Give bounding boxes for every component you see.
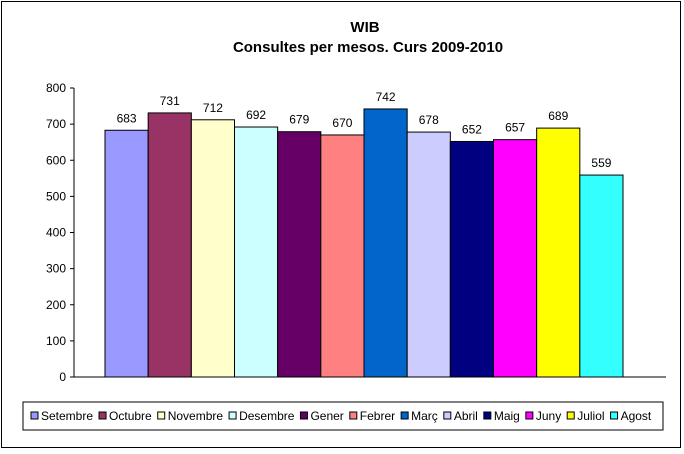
legend-box xyxy=(22,401,664,431)
bar-value-label: 657 xyxy=(505,121,525,135)
bar-value-label: 742 xyxy=(376,90,396,104)
y-tick-label: 300 xyxy=(46,262,66,276)
bar-value-label: 683 xyxy=(117,111,137,125)
legend-swatch xyxy=(400,411,409,420)
legend-label: Març xyxy=(411,409,438,423)
bar xyxy=(536,127,581,378)
legend-swatch xyxy=(566,411,575,420)
legend-label: Gener xyxy=(310,409,343,423)
data-labels: 683 731 712 692 679 670 742 678 652 657 689 559 xyxy=(117,90,612,170)
bar xyxy=(363,108,408,378)
bar-value-label: 731 xyxy=(160,94,180,108)
legend-label: Agost xyxy=(621,409,652,423)
y-tick-label: 100 xyxy=(46,334,66,348)
bar xyxy=(320,134,365,378)
bar xyxy=(579,174,624,378)
bar-value-label: 559 xyxy=(591,156,611,170)
legend-swatch xyxy=(483,411,492,420)
axes: 0 100 200 300 400 500 600 700 800 xyxy=(46,81,666,384)
bar-value-label: 689 xyxy=(548,109,568,123)
legend-swatch xyxy=(299,411,308,420)
bar-value-label: 652 xyxy=(462,122,482,136)
y-tick-label: 600 xyxy=(46,153,66,167)
chart-frame: WIB Consultes per mesos. Curs 2009-2010 … xyxy=(1,1,681,448)
bars xyxy=(104,108,624,378)
legend-label: Novembre xyxy=(168,409,224,423)
legend-swatch xyxy=(610,411,619,420)
bar xyxy=(406,131,451,378)
chart-subtitle: Consultes per mesos. Curs 2009-2010 xyxy=(233,39,503,56)
bar xyxy=(493,139,538,378)
y-tick-label: 500 xyxy=(46,189,66,203)
legend-swatch xyxy=(157,411,166,420)
legend-swatch xyxy=(98,411,107,420)
y-tick-label: 400 xyxy=(46,226,66,240)
bar-value-label: 678 xyxy=(419,113,439,127)
legend-label: Abril xyxy=(454,409,478,423)
bar-value-label: 692 xyxy=(246,108,266,122)
legend-label: Desembre xyxy=(239,409,295,423)
y-tick-label: 800 xyxy=(46,81,66,95)
y-tick-label: 200 xyxy=(46,298,66,312)
y-tick-label: 700 xyxy=(46,117,66,131)
bar-value-label: 679 xyxy=(289,113,309,127)
legend-swatch xyxy=(443,411,452,420)
legend-label: Juny xyxy=(536,409,561,423)
bar-chart: WIB Consultes per mesos. Curs 2009-2010 … xyxy=(22,19,666,431)
legend-label: Maig xyxy=(494,409,520,423)
legend-label: Juliol xyxy=(577,409,604,423)
legend-swatch xyxy=(349,411,358,420)
bar-value-label: 712 xyxy=(203,101,223,115)
bar-value-label: 670 xyxy=(332,116,352,130)
legend-label: Febrer xyxy=(360,409,395,423)
legend: Setembre Octubre Novembre Desembre Gener Febr… xyxy=(22,401,664,431)
bar xyxy=(147,112,192,378)
bar xyxy=(449,140,495,378)
bar xyxy=(190,119,235,378)
chart-title: WIB xyxy=(350,19,379,36)
legend-label: Octubre xyxy=(109,409,152,423)
bar xyxy=(277,131,322,378)
bar xyxy=(234,126,279,378)
legend-swatch xyxy=(30,411,39,420)
bar xyxy=(104,129,149,378)
legend-label: Setembre xyxy=(41,409,93,423)
y-tick-label: 0 xyxy=(59,370,66,384)
legend-swatch xyxy=(228,411,237,420)
legend-swatch xyxy=(525,411,534,420)
